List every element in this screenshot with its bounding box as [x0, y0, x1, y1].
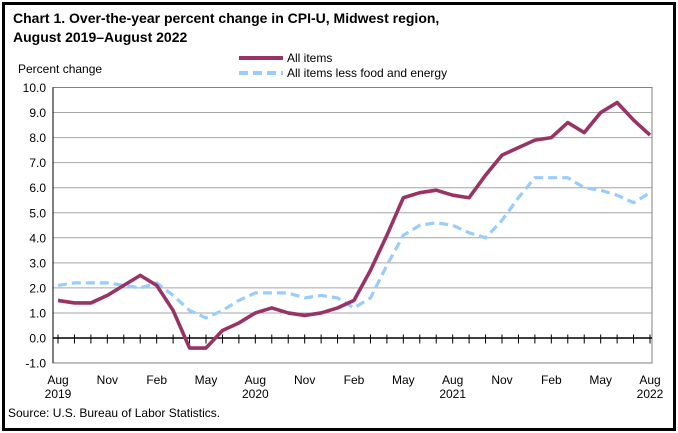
svg-text:Feb: Feb — [541, 373, 562, 387]
legend-item-core: All items less food and energy — [239, 65, 447, 80]
svg-text:Aug: Aug — [639, 373, 660, 387]
chart-title-line2: August 2019–August 2022 — [13, 29, 188, 45]
svg-text:Feb: Feb — [146, 373, 167, 387]
svg-text:Feb: Feb — [344, 373, 365, 387]
svg-text:7.0: 7.0 — [29, 156, 46, 170]
legend-item-all-items: All items — [239, 50, 447, 65]
gridlines — [53, 112, 652, 314]
chart-title: Chart 1. Over-the-year percent change in… — [13, 9, 439, 47]
x-axis-ticks — [57, 334, 651, 344]
source-note: Source: U.S. Bureau of Labor Statistics. — [8, 406, 221, 420]
legend: All items All items less food and energy — [239, 50, 447, 80]
svg-text:1.0: 1.0 — [29, 306, 46, 320]
svg-text:Aug: Aug — [442, 373, 463, 387]
svg-text:9.0: 9.0 — [29, 106, 46, 120]
svg-text:5.0: 5.0 — [29, 206, 46, 220]
svg-text:3.0: 3.0 — [29, 256, 46, 270]
svg-text:2022: 2022 — [637, 387, 664, 401]
svg-text:Nov: Nov — [97, 373, 118, 387]
series-line-all-items — [57, 100, 652, 350]
svg-text:2019: 2019 — [45, 387, 72, 401]
svg-text:Nov: Nov — [294, 373, 315, 387]
svg-text:May: May — [195, 373, 218, 387]
svg-text:2021: 2021 — [439, 387, 466, 401]
svg-text:Aug: Aug — [47, 373, 68, 387]
svg-text:Nov: Nov — [491, 373, 512, 387]
svg-text:2020: 2020 — [242, 387, 269, 401]
svg-text:May: May — [589, 373, 612, 387]
y-axis-labels: 10.0 9.0 8.0 7.0 6.0 5.0 4.0 3.0 2.0 1.0 0.0 -1.0 — [23, 81, 47, 371]
svg-text:Aug: Aug — [245, 373, 266, 387]
all-items-line-swatch — [239, 55, 283, 60]
svg-text:6.0: 6.0 — [29, 181, 46, 195]
svg-text:0.0: 0.0 — [29, 332, 46, 346]
svg-text:8.0: 8.0 — [29, 131, 46, 145]
y-axis-title: Percent change — [18, 62, 103, 76]
legend-label-core: All items less food and energy — [287, 65, 448, 80]
core-line-swatch — [239, 70, 283, 75]
legend-label-all-items: All items — [287, 50, 333, 65]
svg-text:10.0: 10.0 — [23, 81, 47, 95]
svg-text:-1.0: -1.0 — [25, 357, 46, 371]
series-line-core — [57, 176, 651, 320]
svg-text:4.0: 4.0 — [29, 231, 46, 245]
svg-text:2.0: 2.0 — [29, 281, 46, 295]
svg-text:May: May — [392, 373, 415, 387]
chart-title-line1: Chart 1. Over-the-year percent change in… — [13, 10, 440, 26]
